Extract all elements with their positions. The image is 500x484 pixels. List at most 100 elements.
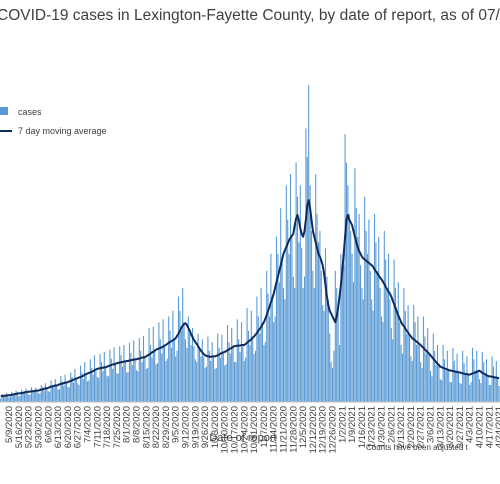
bar — [184, 339, 187, 402]
x-tick-label: 11/21/2020 — [279, 406, 290, 453]
bar — [194, 359, 196, 402]
bar — [378, 236, 380, 402]
bar — [145, 368, 147, 402]
bar — [320, 270, 322, 402]
x-tick-label: 11/14/2020 — [269, 406, 280, 453]
bar — [292, 276, 294, 402]
bar — [221, 334, 223, 402]
x-tick-label: 1/23/2021 — [367, 406, 378, 448]
x-tick-label: 7/18/2020 — [102, 406, 113, 448]
x-tick-label: 7/25/2020 — [112, 406, 123, 448]
bar — [389, 299, 391, 402]
bar — [403, 288, 405, 402]
bar — [18, 396, 20, 402]
x-tick-label: 12/19/2020 — [318, 406, 329, 454]
x-tick-label: 5/23/2020 — [24, 406, 35, 448]
bar — [239, 351, 241, 402]
bar — [123, 345, 125, 402]
x-tick-label: 1/9/2021 — [347, 406, 358, 443]
x-tick-label: 3/20/2021 — [445, 406, 456, 448]
x-tick-label: 8/1/2020 — [122, 406, 133, 443]
bar — [456, 353, 458, 402]
bar — [42, 387, 44, 402]
bar — [109, 349, 111, 402]
bar — [43, 390, 45, 402]
x-tick-label: 10/24/2020 — [239, 406, 250, 454]
x-tick-label: 3/27/2021 — [455, 406, 466, 448]
bar — [254, 350, 257, 402]
bar — [348, 213, 350, 402]
bar — [22, 392, 24, 402]
bar — [222, 353, 224, 402]
bar — [92, 374, 94, 402]
bar — [414, 322, 416, 402]
bar — [180, 330, 182, 402]
bar — [232, 347, 234, 402]
bar — [260, 288, 262, 402]
bar — [54, 379, 56, 402]
bar — [359, 265, 362, 402]
bar — [400, 345, 402, 402]
bar — [159, 339, 161, 402]
bar — [288, 253, 290, 402]
bar — [460, 383, 462, 402]
bar — [133, 340, 135, 402]
bar — [327, 299, 329, 402]
bar — [121, 366, 124, 402]
bar — [0, 398, 2, 402]
bar — [429, 370, 432, 402]
bar — [170, 347, 173, 402]
x-tick-label: 9/5/2020 — [171, 406, 182, 443]
bar — [470, 382, 472, 402]
bar — [253, 354, 255, 402]
bar — [201, 339, 203, 402]
bar — [250, 310, 252, 402]
bar — [142, 335, 145, 402]
bar — [163, 346, 166, 402]
bar — [408, 336, 411, 402]
bar — [74, 368, 76, 402]
bar — [191, 327, 194, 402]
bar — [275, 236, 278, 402]
bar — [91, 367, 93, 402]
bar — [410, 356, 412, 402]
x-tick-label: 2/27/2021 — [416, 406, 427, 448]
bar — [176, 350, 178, 402]
bar — [40, 384, 42, 402]
bar — [435, 364, 437, 402]
bar — [127, 372, 129, 402]
bar — [225, 364, 227, 402]
bar — [168, 316, 170, 402]
bar — [309, 185, 311, 402]
bar — [371, 299, 373, 402]
bar — [78, 384, 80, 402]
bar — [257, 316, 259, 402]
bar — [457, 373, 460, 402]
bar — [261, 322, 264, 402]
bar — [86, 381, 89, 402]
chart-title: COVID-19 cases in Lexington-Fayette Coun… — [0, 7, 500, 24]
bar — [425, 353, 427, 402]
bar — [485, 359, 488, 402]
bar — [477, 370, 479, 402]
bar — [345, 162, 348, 402]
bar — [218, 347, 220, 402]
bar — [480, 383, 482, 402]
bar — [228, 342, 230, 402]
bar — [61, 381, 63, 402]
bar — [438, 364, 440, 402]
bar — [330, 362, 332, 402]
bar — [105, 367, 107, 402]
bar — [344, 134, 346, 402]
bar — [44, 383, 47, 402]
bar — [203, 356, 205, 402]
bar — [352, 282, 355, 402]
bar — [208, 350, 210, 402]
bar — [36, 390, 38, 402]
bar — [443, 359, 446, 402]
bar — [113, 347, 115, 402]
bar — [64, 374, 66, 402]
bar — [135, 370, 138, 402]
x-tick-label: 10/31/2020 — [249, 406, 260, 454]
bar — [193, 346, 195, 402]
